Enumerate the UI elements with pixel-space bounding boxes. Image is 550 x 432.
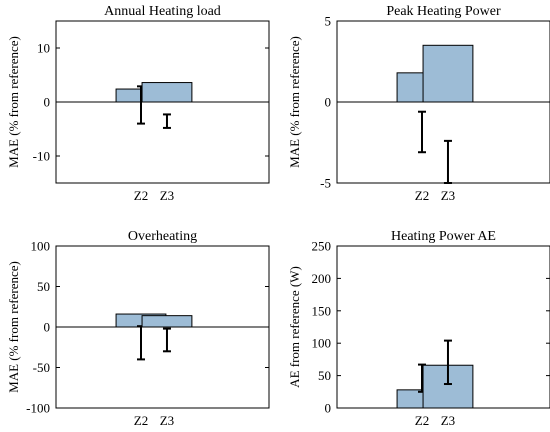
y-tick-label: 150 xyxy=(312,303,332,318)
y-axis-label: MAE (% from reference) xyxy=(287,36,302,168)
x-tick-label: Z2 xyxy=(415,188,429,203)
y-axis-label: MAE (% from reference) xyxy=(6,261,21,393)
chart-panel-2: Peak Heating Power MAE (% from reference)… xyxy=(287,4,550,203)
x-tick-label: Z2 xyxy=(134,188,148,203)
y-tick-label: 10 xyxy=(37,41,50,56)
error-bar-z3 xyxy=(162,327,171,353)
x-tick-label: Z3 xyxy=(160,188,174,203)
chart-panel-3: Overheating MAE (% from reference) -100 -50… xyxy=(6,229,270,428)
y-axis-label: MAE (% from reference) xyxy=(6,36,21,168)
bar-z3 xyxy=(141,82,193,103)
chart-title: Heating Power AE xyxy=(391,229,496,244)
y-tick-label: 0 xyxy=(325,95,332,110)
y-axis-label: AE from reference (W) xyxy=(287,266,302,388)
y-tick-label: 50 xyxy=(37,279,50,294)
x-tick-label: Z2 xyxy=(134,413,148,428)
error-bar-z3 xyxy=(162,113,171,129)
x-tick-label: Z3 xyxy=(160,413,174,428)
y-tick-label: 0 xyxy=(44,320,51,335)
y-tick-label: 250 xyxy=(312,239,332,254)
chart-title: Peak Heating Power xyxy=(386,4,501,19)
y-tick-label: 200 xyxy=(312,271,332,286)
chart-panel-4: Heating Power AE AE from reference (W) 0 50… xyxy=(287,229,550,428)
x-tick-label: Z3 xyxy=(441,413,455,428)
y-tick-label: -5 xyxy=(320,176,331,191)
chart-panel-1: Annual Heating load MAE (% from reference… xyxy=(6,4,270,203)
x-tick-label: Z2 xyxy=(415,413,429,428)
chart-title: Annual Heating load xyxy=(104,4,221,19)
x-tick-label: Z3 xyxy=(441,188,455,203)
error-bar-z3 xyxy=(443,139,452,184)
y-tick-label: 5 xyxy=(325,14,332,29)
error-bar-z2 xyxy=(136,325,145,361)
y-tick-label: 100 xyxy=(312,336,332,351)
y-tick-label: 0 xyxy=(44,95,51,110)
bar-z3 xyxy=(422,44,474,103)
error-bar-z3 xyxy=(443,339,452,386)
bar-z3 xyxy=(141,315,193,328)
chart-title: Overheating xyxy=(128,229,197,244)
y-tick-label: 50 xyxy=(318,368,331,383)
y-tick-label: -10 xyxy=(33,149,50,164)
error-bar-z2 xyxy=(417,110,426,154)
y-tick-label: 100 xyxy=(31,239,51,254)
y-tick-label: -100 xyxy=(26,401,50,416)
y-tick-label: -50 xyxy=(33,360,50,375)
y-tick-label: 0 xyxy=(325,401,332,416)
